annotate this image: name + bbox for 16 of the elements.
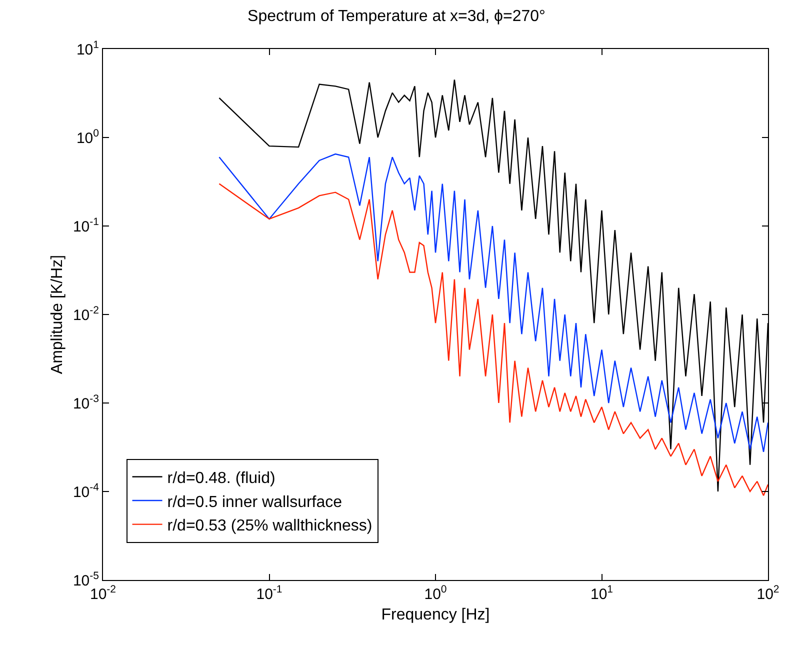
y-tick-label: 10$^{-1}$ [72,216,100,236]
y-tick-label: 10$^{1}$ [76,38,100,58]
legend-label: r/d=0.5 inner wallsurface [167,494,342,511]
x-tick-label: 10$^{2}$ [756,584,780,603]
y-tick-label: 10$^{-3}$ [72,392,100,412]
x-tick-label: 10$^{1}$ [590,584,614,603]
x-axis-title: Frequency [Hz] [381,606,490,624]
x-tick-label: 10$^{-1}$ [256,584,282,603]
y-axis-title: Amplitude [K/Hz] [48,254,66,374]
legend-label: r/d=0.53 (25% wallthickness) [167,518,372,535]
x-tick-label: 10$^{0}$ [424,584,447,603]
y-tick-label: 10$^{-2}$ [72,304,100,324]
chart-title: Spectrum of Temperature at x=3d, ϕ=270° [248,8,546,26]
y-tick-label: 10$^{-4}$ [72,481,100,501]
y-tick-label: 10$^{0}$ [76,127,100,147]
legend-label: r/d=0.48. (fluid) [167,470,276,487]
